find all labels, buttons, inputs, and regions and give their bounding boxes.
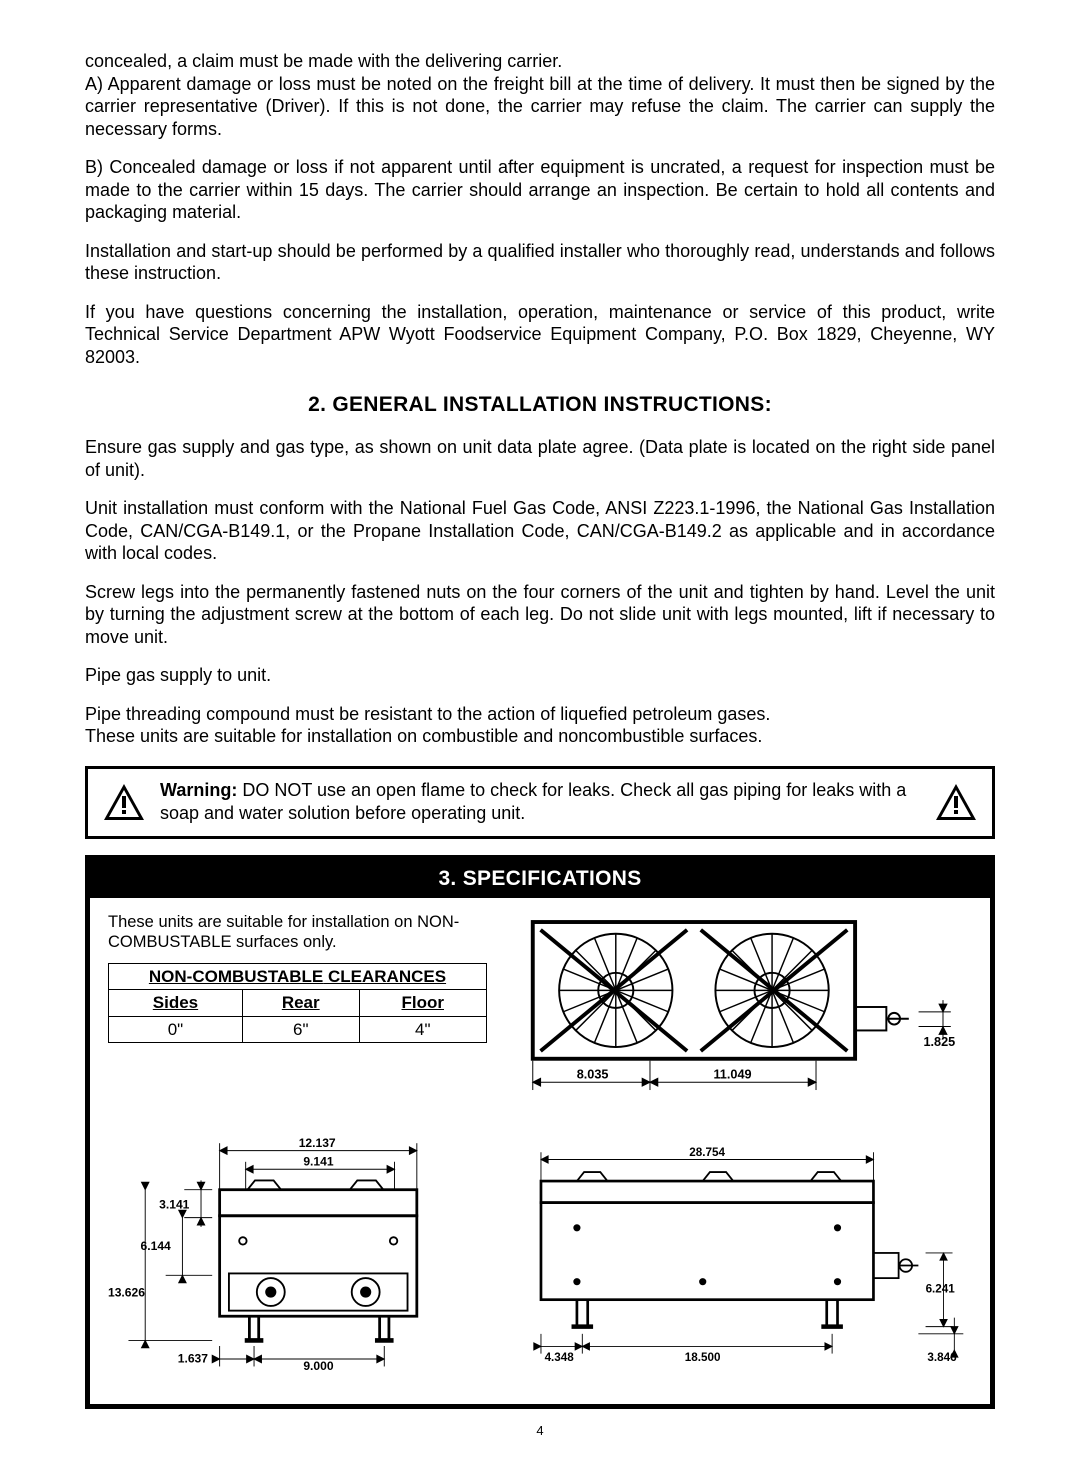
dim-fs-w2: 9.141 (303, 1155, 334, 1169)
clearances-table: NON-COMBUSTABLE CLEARANCES Sides Rear Fl… (108, 963, 487, 1043)
specifications-box: 3. SPECIFICATIONS These units are suitab… (85, 855, 995, 1409)
dim-fl-legoff: 4.348 (544, 1351, 574, 1364)
dim-top-c: 1.825 (923, 1035, 955, 1049)
front-small-drawing: 3.141 6.144 13.626 12.137 9.14 (108, 1125, 499, 1386)
section2-p6: These units are suitable for installatio… (85, 725, 995, 748)
dim-fs-hbody: 6.144 (141, 1239, 172, 1253)
dim-fs-w: 12.137 (299, 1136, 336, 1150)
warning-body: DO NOT use an open flame to check for le… (160, 780, 906, 823)
col-rear: Rear (242, 990, 359, 1016)
section2-p2: Unit installation must conform with the … (85, 497, 995, 565)
caption-rest: CLEARANCES (323, 967, 446, 986)
warning-text: Warning: DO NOT use an open flame to che… (160, 779, 920, 826)
dim-fl-legspan: 18.500 (684, 1351, 720, 1364)
dim-fl-h: 6.241 (925, 1283, 955, 1296)
dim-fs-legspan: 9.000 (303, 1359, 334, 1373)
clearances-caption: NON-COMBUSTABLE CLEARANCES (108, 963, 487, 989)
dim-fs-legoff: 1.637 (178, 1352, 209, 1366)
dim-fl-gas: 3.846 (927, 1351, 957, 1364)
dim-fs-hside: 3.141 (159, 1198, 190, 1212)
dim-fl-w: 28.754 (689, 1146, 725, 1159)
val-rear: 6" (242, 1016, 359, 1042)
section-2-heading: 2. GENERAL INSTALLATION INSTRUCTIONS: (85, 392, 995, 418)
warning-icon (934, 782, 978, 822)
section2-p3: Screw legs into the permanently fastened… (85, 581, 995, 649)
intro-para-install: Installation and start-up should be perf… (85, 240, 995, 285)
dim-top-b: 11.049 (713, 1067, 751, 1081)
caption-underline: NON-COMBUSTABLE (149, 967, 323, 986)
section2-p5: Pipe threading compound must be resistan… (85, 703, 995, 726)
intro-line: concealed, a claim must be made with the… (85, 50, 995, 73)
page-number: 4 (85, 1423, 995, 1439)
dim-fs-htotal: 13.626 (108, 1286, 145, 1300)
val-sides: 0" (109, 1016, 243, 1042)
col-sides: Sides (109, 990, 243, 1016)
top-view-drawing: 8.035 11.049 1.825 (523, 912, 972, 1108)
intro-para-b: B) Concealed damage or loss if not appar… (85, 156, 995, 224)
section2-p1: Ensure gas supply and gas type, as shown… (85, 436, 995, 481)
warning-icon (102, 782, 146, 822)
warning-label: Warning: (160, 780, 237, 800)
col-floor: Floor (359, 990, 486, 1016)
front-large-drawing: 28.754 (523, 1125, 972, 1386)
section-3-heading: 3. SPECIFICATIONS (90, 860, 990, 898)
val-floor: 4" (359, 1016, 486, 1042)
spec-note: These units are suitable for installatio… (108, 912, 499, 953)
dim-top-a: 8.035 (576, 1067, 608, 1081)
section2-p4: Pipe gas supply to unit. (85, 664, 995, 687)
intro-para-a: A) Apparent damage or loss must be noted… (85, 73, 995, 141)
clearances-cell: These units are suitable for installatio… (108, 912, 499, 1108)
warning-box: Warning: DO NOT use an open flame to che… (85, 766, 995, 839)
intro-para-contact: If you have questions concerning the ins… (85, 301, 995, 369)
